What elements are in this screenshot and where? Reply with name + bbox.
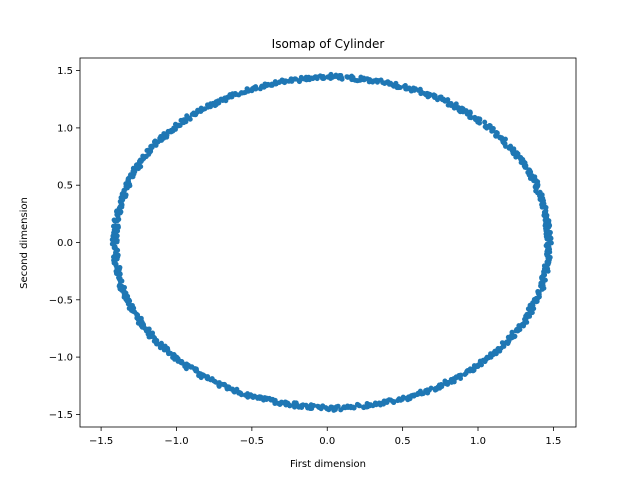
scatter-point: [146, 334, 152, 340]
x-tick-label: −1.0: [164, 436, 188, 447]
scatter-point: [538, 280, 544, 286]
scatter-point: [283, 402, 289, 408]
scatter-point: [257, 86, 263, 92]
scatter-point: [483, 123, 489, 129]
scatter-point: [300, 402, 306, 408]
scatter-point: [344, 74, 350, 80]
scatter-point: [325, 74, 331, 80]
y-tick-label: 1.5: [57, 66, 73, 77]
scatter-point: [497, 135, 503, 141]
scatter-point: [358, 74, 364, 80]
scatter-point: [390, 398, 396, 404]
scatter-point: [516, 326, 522, 332]
scatter-point: [540, 201, 546, 207]
scatter-point: [170, 128, 176, 134]
scatter-point: [318, 406, 324, 412]
x-tick-label: 0.5: [395, 436, 411, 447]
x-tick-label: 0.0: [319, 436, 335, 447]
scatter-point: [180, 119, 186, 125]
x-tick-label: −1.5: [89, 436, 113, 447]
scatter-point: [544, 241, 550, 247]
scatter-point: [548, 240, 554, 246]
scatter-point: [157, 345, 163, 351]
x-tick-label: −0.5: [240, 436, 264, 447]
x-axis-ticks: −1.5 −1.0 −0.5 0.0 0.5 1.0 1.5: [89, 427, 561, 447]
y-axis-ticks: −1.5 −1.0 −0.5 0.0 0.5 1.0 1.5: [49, 66, 80, 421]
scatter-point: [220, 98, 226, 104]
scatter-point: [518, 155, 524, 161]
scatter-point: [199, 107, 205, 113]
y-tick-label: 0.0: [57, 238, 73, 249]
scatter-point: [287, 402, 293, 408]
scatter-point: [185, 115, 191, 121]
scatter-point: [535, 289, 541, 295]
scatter-point: [112, 218, 118, 224]
scatter-point: [432, 93, 438, 99]
scatter-point: [111, 223, 116, 229]
scatter-point: [183, 366, 189, 372]
chart-title: Isomap of Cylinder: [272, 37, 385, 51]
scatter-point: [543, 228, 549, 234]
scatter-point: [349, 74, 355, 80]
scatter-point: [129, 174, 135, 180]
x-tick-label: 1.5: [545, 436, 561, 447]
scatter-point: [507, 144, 513, 150]
y-tick-label: −1.5: [49, 410, 73, 421]
scatter-point: [438, 382, 444, 388]
scatter-point: [458, 372, 464, 378]
scatter-point: [238, 390, 244, 396]
scatter-point: [529, 310, 535, 316]
scatter-point: [292, 404, 298, 410]
scatter-point: [401, 83, 407, 89]
scatter-point: [499, 340, 505, 346]
scatter-point: [146, 329, 152, 335]
scatter-point: [114, 239, 120, 245]
scatter-point: [119, 278, 125, 284]
scatter-points: [109, 71, 554, 413]
scatter-point: [463, 370, 469, 376]
scatter-point: [437, 94, 443, 100]
scatter-point: [139, 324, 145, 330]
y-tick-label: 1.0: [57, 123, 73, 134]
x-axis-label: First dimension: [290, 459, 366, 470]
scatter-point: [354, 401, 360, 407]
scatter-point: [509, 329, 515, 335]
scatter-point: [114, 233, 120, 239]
y-tick-label: −0.5: [49, 295, 73, 306]
scatter-point: [351, 405, 357, 411]
scatter-point: [161, 131, 167, 137]
y-tick-label: 0.5: [57, 181, 73, 192]
scatter-point: [296, 79, 302, 85]
scatter-point: [482, 119, 488, 125]
scatter-point: [474, 363, 480, 369]
scatter-point: [211, 378, 217, 384]
scatter-point: [258, 394, 264, 400]
scatter-point: [157, 138, 163, 144]
y-tick-label: −1.0: [49, 353, 73, 364]
scatter-point: [178, 359, 184, 365]
scatter-point: [380, 80, 386, 86]
scatter-point: [371, 78, 377, 84]
scatter-point: [319, 75, 325, 81]
scatter-point: [250, 394, 256, 400]
scatter-point: [537, 189, 543, 195]
scatter-point: [134, 315, 140, 321]
y-axis-label: Second dimension: [19, 197, 30, 289]
scatter-point: [125, 301, 131, 307]
scatter-point: [417, 86, 423, 92]
scatter-point: [428, 385, 434, 391]
scatter-point: [189, 111, 195, 117]
scatter-point: [263, 397, 269, 403]
scatter-point: [311, 403, 317, 409]
x-tick-label: 1.0: [470, 436, 486, 447]
scatter-point: [335, 403, 341, 409]
